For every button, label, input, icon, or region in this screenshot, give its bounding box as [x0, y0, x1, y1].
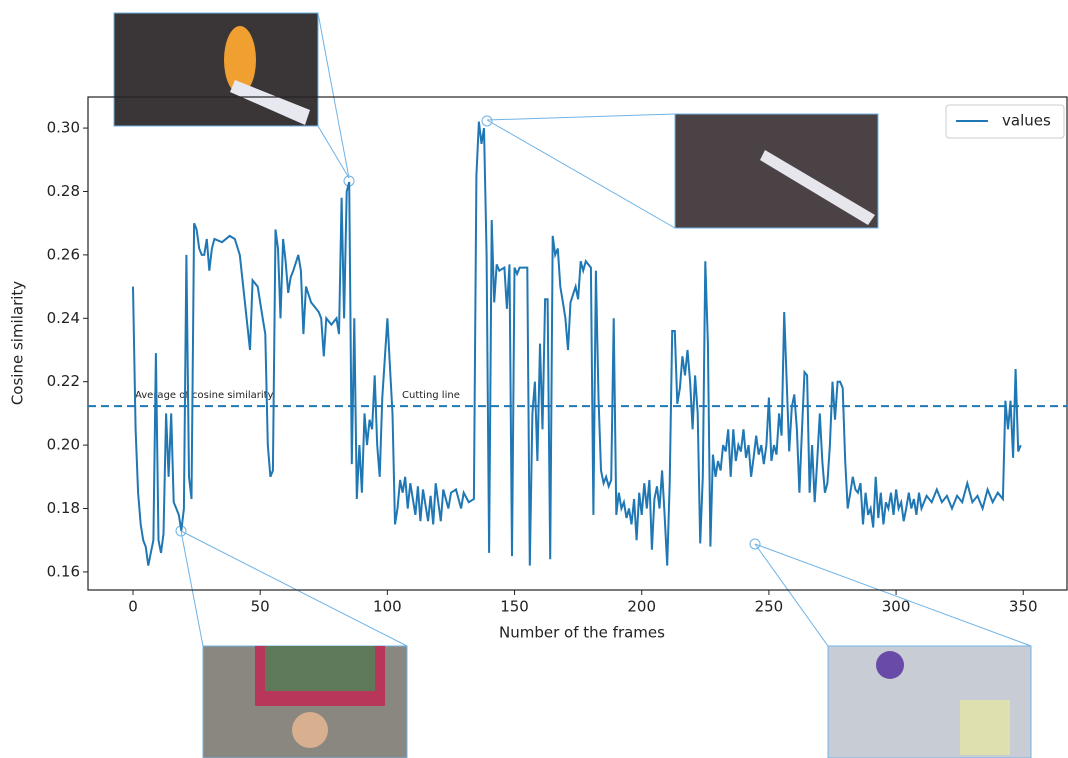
- y-tick-label: 0.16: [47, 562, 80, 580]
- x-tick-label: 100: [373, 598, 402, 616]
- x-tick-label: 250: [755, 598, 784, 616]
- x-tick-label: 300: [882, 598, 911, 616]
- x-axis-label: Number of the frames: [499, 624, 665, 642]
- chart: Number of the frames Cosine similarity 0…: [0, 0, 1068, 758]
- data-line: [133, 122, 1021, 566]
- y-tick-label: 0.26: [47, 245, 80, 263]
- y-tick-label: 0.18: [47, 499, 80, 517]
- plot-frame: [88, 97, 1067, 590]
- y-tick-label: 0.24: [47, 309, 80, 327]
- y-tick-label: 0.30: [47, 119, 80, 137]
- annotation: Cutting line: [402, 390, 460, 401]
- x-tick-label: 50: [251, 598, 270, 616]
- y-axis-label: Cosine similarity: [9, 281, 27, 405]
- x-tick-label: 0: [128, 598, 138, 616]
- y-tick-label: 0.22: [47, 372, 80, 390]
- x-tick-label: 350: [1009, 598, 1038, 616]
- x-tick-label: 150: [500, 598, 529, 616]
- y-tick-label: 0.20: [47, 436, 80, 454]
- inset-images: [114, 13, 1031, 758]
- x-tick-label: 200: [627, 598, 656, 616]
- y-tick-label: 0.28: [47, 182, 80, 200]
- legend-label: values: [1002, 112, 1051, 130]
